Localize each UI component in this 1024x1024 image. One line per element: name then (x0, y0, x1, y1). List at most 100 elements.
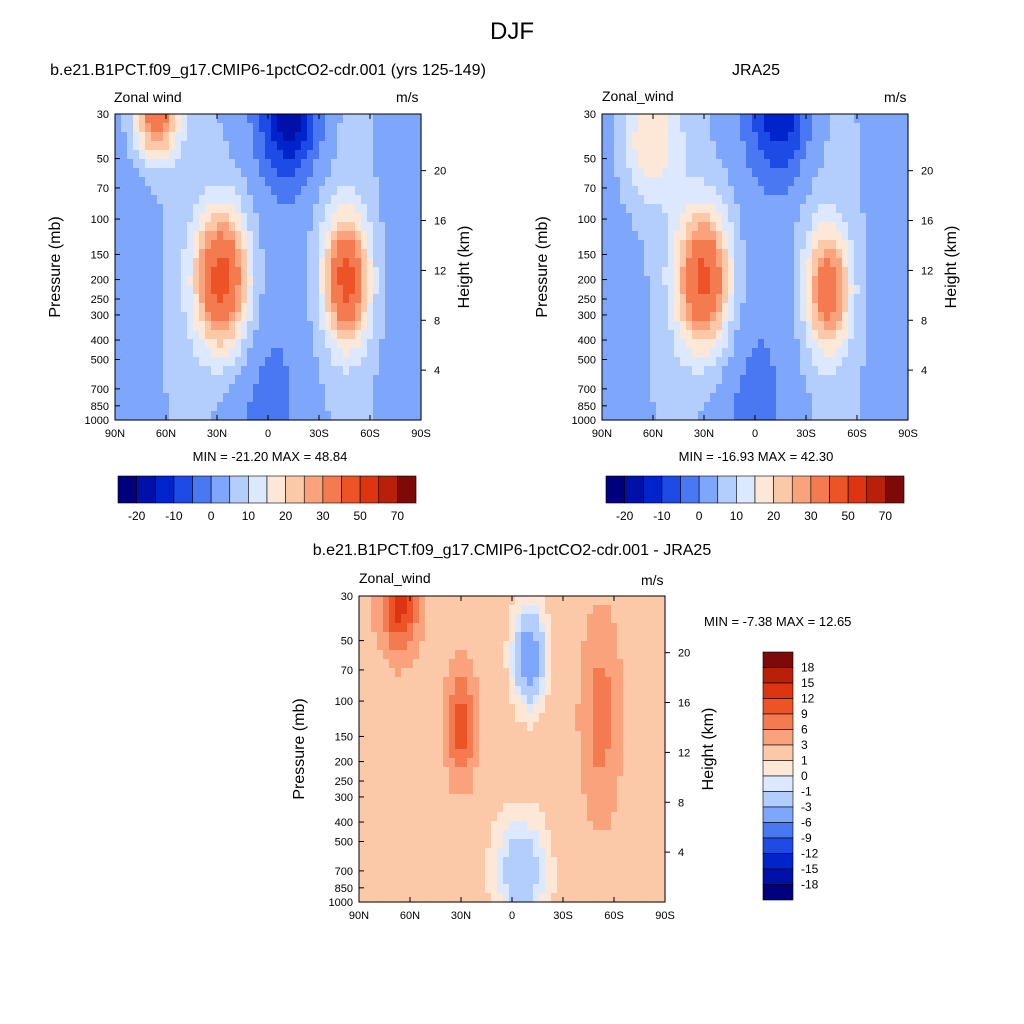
heatmap-cell (415, 321, 422, 331)
heatmap-cell (385, 312, 392, 322)
heatmap-cell (265, 276, 272, 286)
heatmap-cell (175, 249, 182, 259)
heatmap-cell (443, 794, 450, 804)
heatmap-cell (593, 722, 600, 732)
heatmap-cell (866, 267, 873, 277)
heatmap-cell (776, 285, 783, 295)
heatmap-cell (659, 740, 666, 750)
heatmap-cell (614, 303, 621, 313)
heatmap-cell (704, 204, 711, 214)
heatmap-cells (602, 114, 909, 421)
heatmap-cell (764, 159, 771, 169)
heatmap-cell (235, 357, 242, 367)
heatmap-cell (635, 812, 642, 822)
heatmap-cell (121, 240, 128, 250)
heatmap-cell (389, 605, 396, 615)
heatmap-cell (878, 294, 885, 304)
heatmap-cell (259, 123, 266, 133)
heatmap-cell (187, 249, 194, 259)
heatmap-cell (782, 114, 789, 124)
heatmap-cell (187, 258, 194, 268)
heatmap-cell (397, 285, 404, 295)
heatmap-cell (277, 357, 284, 367)
heatmap-cell (890, 168, 897, 178)
heatmap-cell (407, 641, 414, 651)
heatmap-cell (205, 114, 212, 124)
heatmap-cell (473, 722, 480, 732)
heatmap-cell (545, 659, 552, 669)
heatmap-cell (383, 767, 390, 777)
heatmap-cell (301, 204, 308, 214)
heatmap-cell (503, 668, 510, 678)
heatmap-cell (650, 141, 657, 151)
heatmap-cell (383, 659, 390, 669)
heatmap-cell (437, 641, 444, 651)
heatmap-cell (644, 303, 651, 313)
heatmap-cell (449, 830, 456, 840)
heatmap-cell (223, 303, 230, 313)
heatmap-cell (704, 186, 711, 196)
heatmap-cell (896, 375, 903, 385)
heatmap-cell (788, 123, 795, 133)
heatmap-cell (361, 402, 368, 412)
heatmap-cell (325, 186, 332, 196)
heatmap-cell (235, 339, 242, 349)
heatmap-cell (391, 366, 398, 376)
heatmap-cell (397, 195, 404, 205)
heatmap-cell (253, 123, 260, 133)
heatmap-cell (509, 686, 516, 696)
heatmap-cell (443, 659, 450, 669)
heatmap-cell (650, 375, 657, 385)
heatmap-cell (557, 596, 564, 606)
heatmap-cell (668, 285, 675, 295)
heatmap-cell (617, 596, 624, 606)
heatmap-cell (740, 240, 747, 250)
heatmap-cell (770, 249, 777, 259)
y2-tick-label: 8 (434, 315, 440, 327)
heatmap-cell (449, 821, 456, 831)
heatmap-cell (545, 605, 552, 615)
heatmap-cell (557, 776, 564, 786)
heatmap-cell (587, 812, 594, 822)
heatmap-cell (902, 204, 909, 214)
heatmap-cell (890, 132, 897, 142)
heatmap-cell (431, 839, 438, 849)
heatmap-cell (575, 749, 582, 759)
heatmap-cell (479, 632, 486, 642)
heatmap-cell (349, 186, 356, 196)
heatmap-cell (710, 411, 717, 421)
heatmap-cell (662, 384, 669, 394)
heatmap-cell (467, 605, 474, 615)
heatmap-cell (235, 321, 242, 331)
heatmap-cell (413, 821, 420, 831)
heatmap-cell (235, 114, 242, 124)
heatmap-cell (641, 812, 648, 822)
heatmap-cell (629, 632, 636, 642)
heatmap-cell (379, 258, 386, 268)
heatmap-cell (355, 276, 362, 286)
heatmap-cell (581, 749, 588, 759)
heatmap-cell (409, 114, 416, 124)
heatmap-cell (788, 375, 795, 385)
heatmap-cell (337, 411, 344, 421)
heatmap-cell (349, 141, 356, 151)
heatmap-cell (455, 686, 462, 696)
heatmap-cell (379, 375, 386, 385)
heatmap-cell (686, 267, 693, 277)
heatmap-cell (407, 632, 414, 642)
heatmap-cell (331, 402, 338, 412)
heatmap-cell (653, 749, 660, 759)
heatmap-cell (614, 240, 621, 250)
heatmap-cell (698, 186, 705, 196)
heatmap-cell (413, 713, 420, 723)
heatmap-cell (497, 767, 504, 777)
y-tick-label: 100 (578, 214, 596, 226)
heatmap-cell (365, 722, 372, 732)
heatmap-cell (403, 267, 410, 277)
heatmap-cell (710, 231, 717, 241)
heatmap-cell (854, 123, 861, 133)
heatmap-cell (704, 330, 711, 340)
heatmap-cell (151, 240, 158, 250)
heatmap-cell (890, 348, 897, 358)
heatmap-cell (611, 686, 618, 696)
